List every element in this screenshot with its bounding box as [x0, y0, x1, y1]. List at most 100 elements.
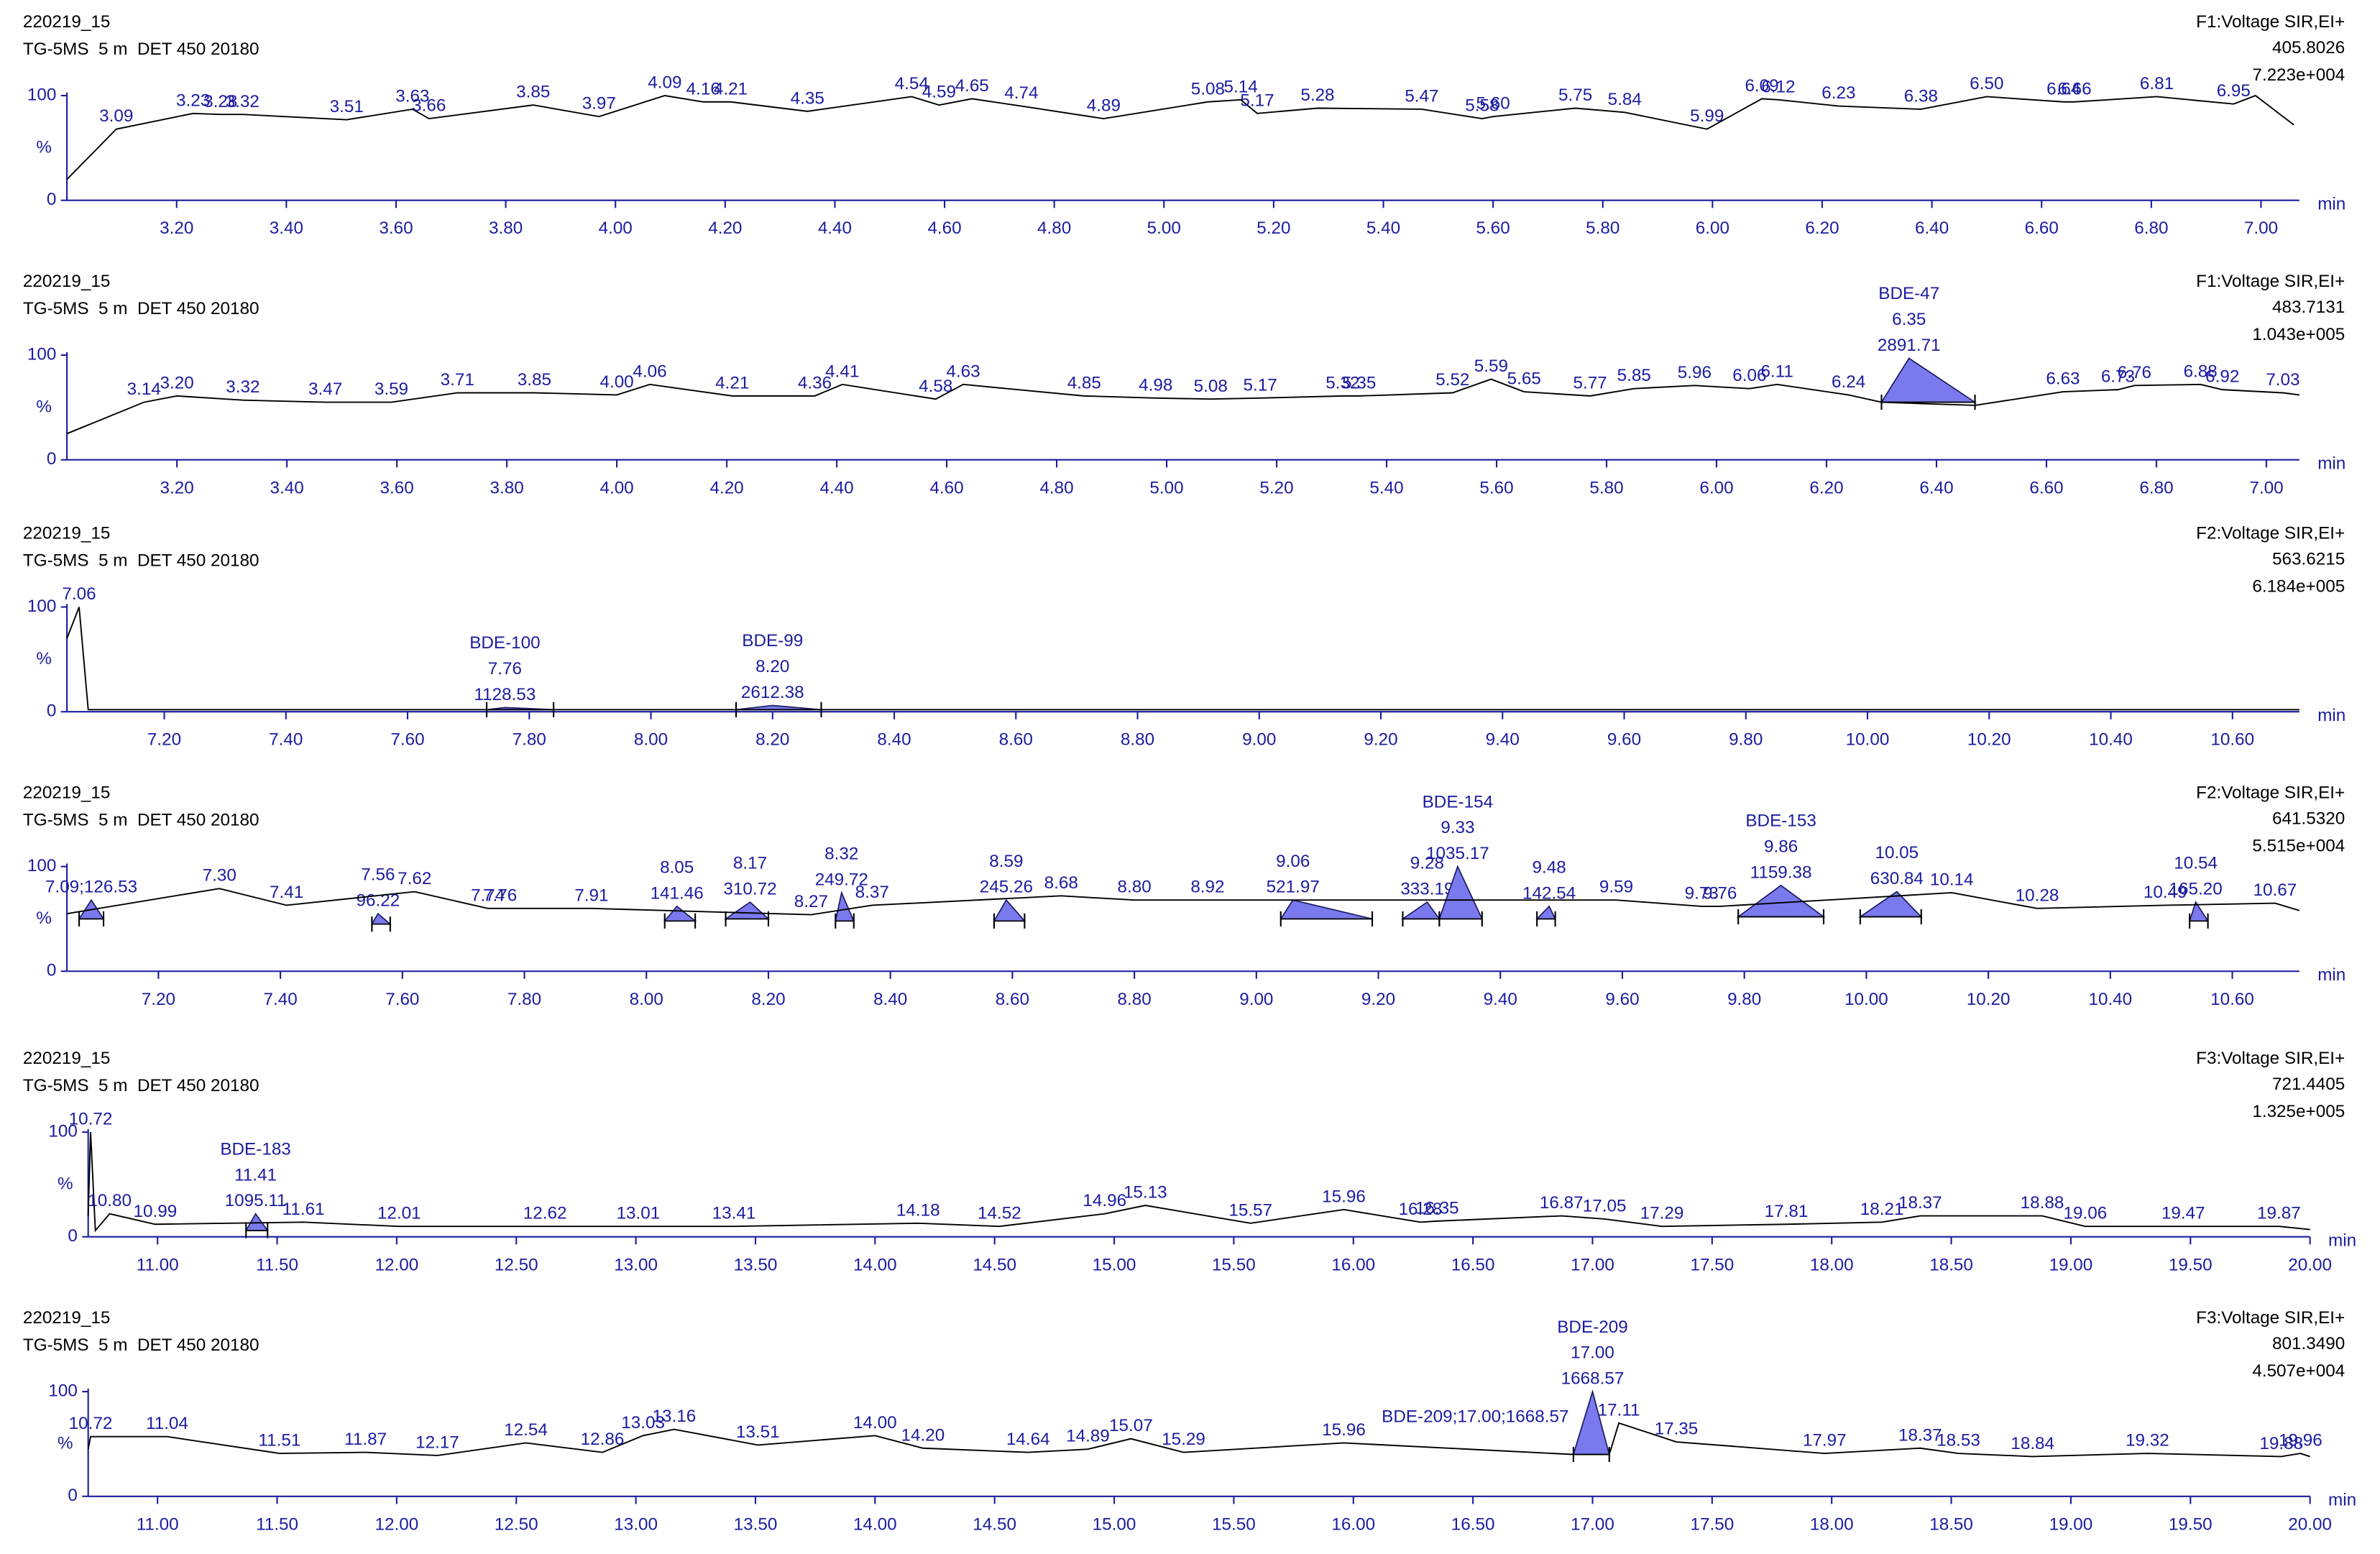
peak-label: 4.21 [714, 79, 748, 98]
peak-label: 10.99 [133, 1202, 177, 1221]
peak-label: 19.96 [2279, 1431, 2322, 1450]
peak-label: 5.52 [1435, 370, 1469, 390]
y-axis-label: % [36, 649, 52, 668]
y-tick-label: 0 [47, 449, 57, 469]
x-tick-label: 8.40 [873, 990, 907, 1009]
peak-label: 5.59 [1474, 357, 1508, 376]
x-tick-label: 11.00 [137, 1255, 179, 1274]
x-tick-label: 4.00 [599, 478, 633, 497]
peak-label: 14.96 [1083, 1191, 1126, 1210]
x-tick-label: 5.60 [1476, 219, 1510, 238]
peak-label: 4.54 [895, 74, 929, 93]
peak-annotation: 8.59 [989, 852, 1023, 871]
x-tick-label: 17.00 [1571, 1255, 1614, 1274]
peak-label: 13.16 [652, 1407, 696, 1426]
peak-annotation: 1159.38 [1750, 863, 1812, 882]
peak-label: 8.68 [1044, 873, 1078, 893]
x-tick-label: 15.00 [1093, 1255, 1136, 1274]
x-tick-label: 8.00 [634, 730, 668, 750]
x-tick-label: 16.50 [1451, 1255, 1495, 1274]
sample-id: 220219_15 [23, 524, 110, 543]
x-tick-label: 3.80 [490, 478, 523, 497]
peak-label: 4.09 [648, 73, 681, 93]
peak-label: 3.51 [330, 97, 364, 116]
peak-annotation: BDE-209 [1557, 1318, 1627, 1337]
peak-label: 4.98 [1139, 375, 1172, 395]
peak-label: 7.03 [2266, 370, 2299, 390]
mass: 801.3490 [2272, 1334, 2345, 1353]
function: F3:Voltage SIR,EI+ [2196, 1308, 2345, 1328]
peak-label: 17.97 [1803, 1431, 1847, 1450]
peak-annotation: BDE-47 [1878, 284, 1939, 303]
x-tick-label: 10.00 [1846, 730, 1890, 750]
peak-label: 5.08 [1194, 377, 1228, 396]
peak-label: 5.84 [1608, 90, 1642, 109]
peak-label: 12.86 [581, 1430, 625, 1449]
peak-label: 5.08 [1191, 79, 1225, 98]
peak-label: 12.17 [415, 1433, 459, 1452]
x-tick-label: 9.00 [1242, 730, 1276, 750]
peak-label: 3.47 [308, 380, 342, 399]
peak-annotation: 245.26 [980, 878, 1033, 897]
x-tick-label: 8.20 [755, 730, 789, 750]
x-tick-label: 10.40 [2089, 730, 2133, 750]
peak-annotation: 10.05 [1875, 843, 1919, 863]
peak-label: 6.64 [2046, 79, 2080, 98]
x-tick-label: 13.00 [614, 1514, 658, 1534]
peak-annotation: 17.00 [1571, 1343, 1614, 1363]
peak-label: 4.85 [1067, 373, 1101, 392]
peak-label: 3.63 [395, 86, 429, 106]
x-tick-label: 6.60 [2029, 478, 2063, 497]
x-tick-label: 7.60 [390, 730, 424, 750]
x-tick-label: 12.50 [495, 1255, 538, 1274]
x-tick-label: 7.00 [2244, 219, 2278, 238]
x-tick-label: 3.60 [379, 219, 413, 238]
peak-label: 19.47 [2161, 1204, 2205, 1223]
x-axis-label: min [2317, 454, 2345, 473]
peak-annotation: 1035.17 [1426, 844, 1489, 863]
x-tick-label: 6.80 [2134, 219, 2168, 238]
peak-label: 8.27 [794, 892, 828, 911]
peak-label: 5.28 [1300, 86, 1334, 105]
peak-annotation: 521.97 [1267, 878, 1320, 897]
x-tick-label: 15.50 [1212, 1514, 1256, 1534]
peak-annotation: BDE-153 [1745, 812, 1816, 831]
peak-annotation: BDE-183 [220, 1139, 290, 1159]
x-axis-label: min [2317, 706, 2345, 725]
peak-annotation: 2891.71 [1878, 336, 1941, 355]
peak-label: 4.89 [1087, 96, 1121, 116]
peak-label: 12.54 [504, 1420, 548, 1440]
x-tick-label: 3.40 [270, 478, 303, 497]
peak-label: 5.99 [1690, 106, 1724, 126]
x-tick-label: 18.00 [1810, 1255, 1854, 1274]
peak-label: 9.59 [1599, 878, 1633, 897]
x-tick-label: 5.80 [1589, 478, 1623, 497]
peak-annotation: 9.28 [1410, 854, 1444, 873]
x-tick-label: 5.40 [1369, 478, 1403, 497]
x-tick-label: 9.80 [1729, 730, 1763, 750]
peak-label: 8.37 [855, 883, 889, 902]
x-tick-label: 7.40 [263, 990, 297, 1009]
intensity: 6.184e+005 [2252, 576, 2345, 596]
x-tick-label: 9.00 [1239, 990, 1273, 1009]
x-tick-label: 10.20 [1967, 990, 2011, 1009]
intensity: 1.043e+005 [2252, 325, 2345, 344]
peak-label: 19.32 [2126, 1431, 2169, 1450]
peak-note: BDE-209;17.00;1668.57 [1382, 1407, 1568, 1426]
peak-label: 15.13 [1124, 1183, 1167, 1203]
peak-label: 18.84 [2011, 1434, 2054, 1453]
x-tick-label: 13.00 [614, 1255, 658, 1274]
peak-annotation: BDE-99 [742, 631, 803, 650]
peak-label: 4.65 [955, 76, 989, 96]
peak-annotation: 165.20 [2169, 880, 2223, 899]
y-tick-label: 0 [68, 1226, 78, 1246]
peak-label: 6.06 [1732, 366, 1766, 385]
sample-id: 220219_15 [23, 12, 110, 32]
x-tick-label: 4.20 [709, 478, 743, 497]
y-tick-label: 100 [27, 597, 57, 616]
peak-label: 5.77 [1573, 373, 1607, 392]
peak-label: 18.53 [1936, 1431, 1980, 1450]
x-tick-label: 9.40 [1484, 990, 1517, 1009]
x-tick-label: 18.00 [1810, 1514, 1854, 1534]
